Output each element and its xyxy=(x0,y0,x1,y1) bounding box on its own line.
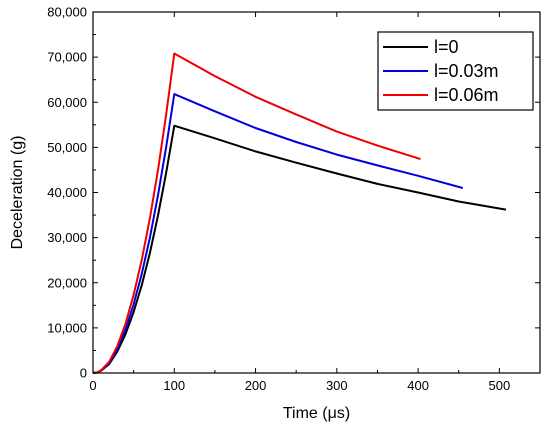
y-tick-label: 10,000 xyxy=(47,320,87,335)
y-tick-label: 30,000 xyxy=(47,230,87,245)
axes: 0 100 200 300 400 500 0 10,000 20,000 30,000 40,00… xyxy=(47,5,541,393)
y-tick-label: 20,000 xyxy=(47,275,87,290)
legend-label-0: l=0 xyxy=(434,37,459,57)
series-lines xyxy=(92,52,507,374)
x-tick-label: 500 xyxy=(489,378,511,393)
x-tick-label: 0 xyxy=(89,378,96,393)
x-tick-label: 200 xyxy=(245,378,267,393)
y-tick-label: 80,000 xyxy=(47,5,87,20)
series-line-2 xyxy=(92,52,421,374)
legend-label-2: l=0.06m xyxy=(434,85,499,105)
x-tick-label: 100 xyxy=(163,378,185,393)
y-tick-label: 40,000 xyxy=(47,185,87,200)
y-tick-label: 70,000 xyxy=(47,50,87,65)
x-axis-title: Time (μs) xyxy=(283,405,350,422)
x-tick-label: 300 xyxy=(326,378,348,393)
y-tick-label: 0 xyxy=(80,366,87,381)
y-tick-label: 60,000 xyxy=(47,95,87,110)
legend: l=0 l=0.03m l=0.06m xyxy=(377,31,534,111)
x-tick-label: 400 xyxy=(407,378,429,393)
y-axis-title: Deceleration (g) xyxy=(9,136,26,250)
y-tick-label: 50,000 xyxy=(47,140,87,155)
legend-label-1: l=0.03m xyxy=(434,61,499,81)
